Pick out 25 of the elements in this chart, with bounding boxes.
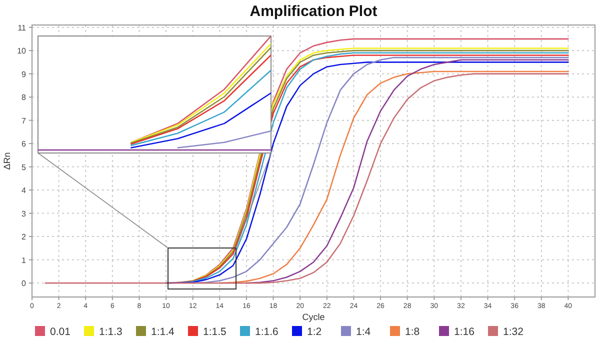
y-tick-label: 0 bbox=[22, 279, 27, 288]
legend-label: 1:16 bbox=[454, 326, 475, 338]
legend-label: 1:1.5 bbox=[203, 326, 227, 338]
y-tick-label: 6 bbox=[22, 140, 27, 149]
y-tick-label: 4 bbox=[22, 186, 27, 196]
legend-label: 1:1.6 bbox=[255, 326, 279, 338]
y-axis-title: ΔRn bbox=[2, 152, 12, 170]
legend-label: 1:4 bbox=[356, 326, 371, 338]
y-tick-label: 9 bbox=[22, 70, 27, 79]
legend-label: 1:32 bbox=[503, 326, 524, 338]
y-tick-label: 2 bbox=[22, 232, 27, 242]
legend-label: 1:1.4 bbox=[151, 326, 175, 338]
y-tick-label: 5 bbox=[22, 162, 27, 172]
legend-label: 1:8 bbox=[405, 326, 420, 338]
legend-label: 0.01 bbox=[50, 326, 71, 338]
y-tick-label: 10 bbox=[17, 46, 27, 56]
legend-label: 1:2 bbox=[307, 326, 322, 338]
x-axis-title: Cycle bbox=[302, 312, 325, 322]
y-tick-label: 3 bbox=[22, 209, 27, 218]
y-tick-label: 1 bbox=[22, 256, 27, 265]
y-tick-label: 7 bbox=[22, 116, 27, 126]
y-tick-label: 11 bbox=[18, 23, 27, 32]
y-tick-label: 8 bbox=[22, 93, 27, 102]
legend-label: 1:1.3 bbox=[99, 326, 123, 338]
chart-title: Amplification Plot bbox=[250, 3, 378, 20]
